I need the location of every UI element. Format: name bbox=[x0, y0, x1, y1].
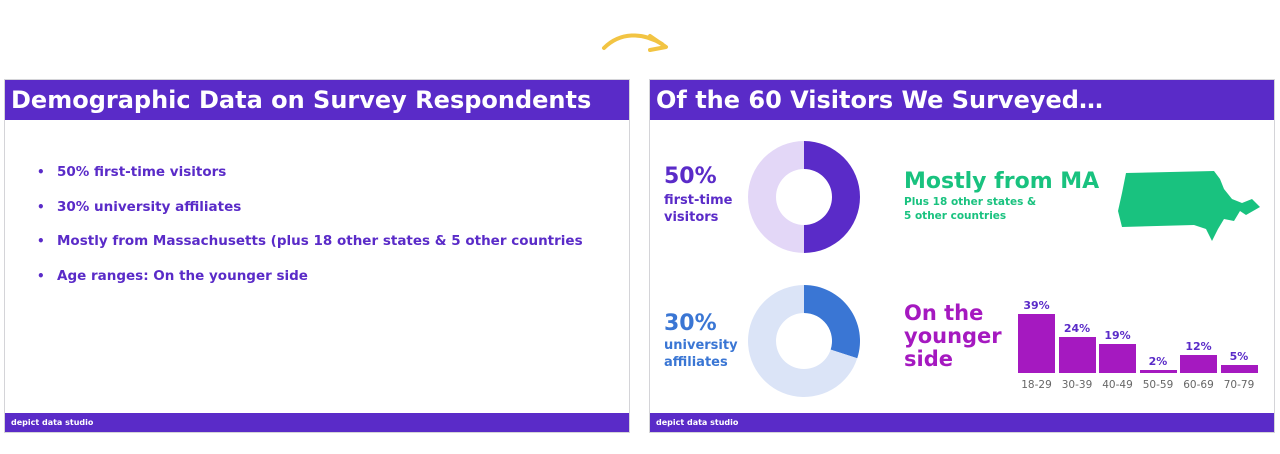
origin-subtitle-line: 5 other countries bbox=[904, 210, 1007, 222]
bullet-dot-icon: • bbox=[37, 234, 45, 248]
x-tick-label: 70-79 bbox=[1223, 379, 1255, 391]
university-label-line: university bbox=[664, 338, 738, 353]
slide-footer: depict data studio bbox=[650, 413, 1274, 432]
university-label: university affiliates bbox=[664, 337, 738, 371]
donut-slice-university-affiliates bbox=[804, 285, 860, 359]
donut-slice-other bbox=[748, 285, 858, 397]
bullet-item: • Age ranges: On the younger side bbox=[37, 268, 583, 303]
bar-40-49 bbox=[1099, 344, 1136, 373]
bar-70-79 bbox=[1220, 365, 1258, 373]
x-tick-label: 50-59 bbox=[1142, 379, 1174, 391]
slide-footer: depict data studio bbox=[5, 413, 629, 432]
x-tick-label: 18-29 bbox=[1021, 379, 1052, 391]
origin-subtitle-line: Plus 18 other states & bbox=[904, 196, 1037, 208]
donut-slice-first-time-visitors bbox=[804, 141, 860, 253]
bar-data-label: 5% bbox=[1229, 350, 1249, 364]
bar-data-label: 39% bbox=[1023, 299, 1050, 312]
origin-subtitle: Plus 18 other states & 5 other countries bbox=[904, 195, 1036, 223]
curved-arrow-icon bbox=[602, 33, 668, 52]
first-time-label-line: first-time bbox=[664, 193, 733, 208]
bar-data-label: 2% bbox=[1148, 354, 1168, 368]
age-title-line: side bbox=[904, 347, 953, 371]
bar-30-39 bbox=[1058, 336, 1096, 373]
bullet-dot-icon: • bbox=[37, 199, 45, 214]
age-bar-chart: 39% 18-29 24% 30-39 19% 40-49 2% 50-59 12% 60-69 5… bbox=[1018, 299, 1258, 402]
bullet-item: • 30% university affiliates bbox=[37, 199, 583, 234]
bar-data-label: 19% bbox=[1104, 329, 1131, 343]
slide-demographic-data: Demographic Data on Survey Respondents •… bbox=[4, 79, 630, 433]
massachusetts-map-icon bbox=[1118, 171, 1260, 241]
first-time-donut-chart bbox=[748, 141, 860, 253]
bullet-text: 50% first-time visitors bbox=[57, 164, 227, 180]
bar-18-29 bbox=[1018, 314, 1055, 373]
x-tick-label: 30-39 bbox=[1061, 379, 1093, 391]
age-title-line: On the bbox=[904, 301, 984, 325]
bullet-dot-icon: • bbox=[37, 165, 45, 179]
x-tick-label: 60-69 bbox=[1183, 379, 1214, 391]
university-label-line: affiliates bbox=[664, 355, 728, 370]
donut-slice-other bbox=[748, 141, 804, 253]
bar-50-59 bbox=[1139, 369, 1177, 373]
x-tick-label: 40-49 bbox=[1102, 379, 1133, 391]
bullet-list: • 50% first-time visitors • 30% university… bbox=[37, 164, 583, 302]
bullet-dot-icon: • bbox=[37, 268, 45, 283]
bullet-item: • Mostly from Massachusetts (plus 18 othe… bbox=[37, 233, 583, 268]
age-title: On the younger side bbox=[904, 302, 1002, 371]
slide-title: Of the 60 Visitors We Surveyed… bbox=[650, 80, 1274, 120]
bar-data-label: 12% bbox=[1185, 339, 1212, 353]
bullet-text: Mostly from Massachusetts (plus 18 other… bbox=[57, 233, 583, 249]
slide-visitors-surveyed: Of the 60 Visitors We Surveyed… 50% firs… bbox=[649, 79, 1275, 433]
bullet-text: Age ranges: On the younger side bbox=[57, 267, 308, 284]
university-percent: 30% bbox=[664, 311, 717, 336]
bar-60-69 bbox=[1180, 354, 1217, 373]
age-title-line: younger bbox=[904, 324, 1002, 348]
first-time-label-line: visitors bbox=[664, 210, 719, 225]
university-donut-chart bbox=[748, 285, 860, 397]
bullet-text: 30% university affiliates bbox=[57, 198, 242, 215]
origin-title: Mostly from MA bbox=[904, 169, 1100, 194]
bar-data-label: 24% bbox=[1063, 321, 1091, 335]
first-time-percent: 50% bbox=[664, 164, 717, 189]
slide-title: Demographic Data on Survey Respondents bbox=[5, 80, 629, 120]
first-time-label: first-time visitors bbox=[664, 192, 732, 226]
bullet-item: • 50% first-time visitors bbox=[37, 164, 583, 199]
